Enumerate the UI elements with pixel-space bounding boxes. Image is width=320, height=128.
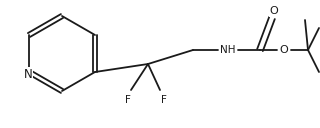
Text: NH: NH xyxy=(220,45,236,55)
Text: F: F xyxy=(161,95,167,105)
Text: O: O xyxy=(280,45,288,55)
Text: O: O xyxy=(270,6,278,16)
Text: F: F xyxy=(125,95,131,105)
Text: N: N xyxy=(24,67,32,81)
